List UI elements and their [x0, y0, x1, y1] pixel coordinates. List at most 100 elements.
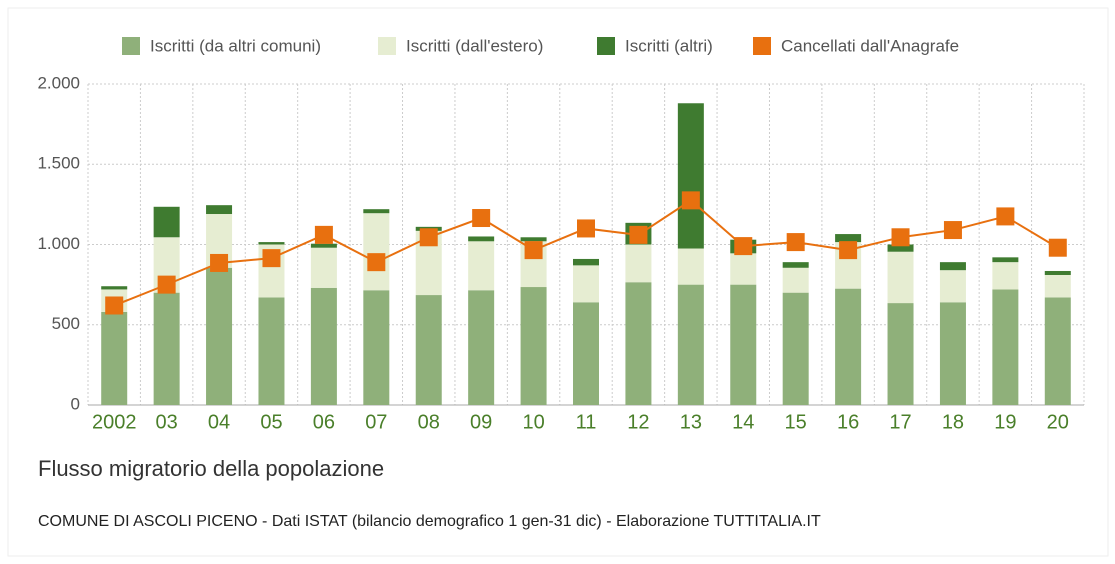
- bar-segment: [310, 243, 337, 248]
- y-tick-label: 1.000: [37, 234, 80, 253]
- bar-segment: [625, 244, 652, 283]
- line-marker: [157, 275, 176, 294]
- bar-segment: [782, 262, 809, 268]
- bar-segment: [415, 295, 442, 405]
- bar-segment: [992, 289, 1019, 405]
- x-tick-label: 17: [889, 411, 911, 433]
- line-marker: [1048, 238, 1067, 257]
- line-marker: [629, 225, 648, 244]
- bar-segment: [468, 236, 495, 242]
- x-tick-label: 06: [313, 411, 335, 433]
- bar-segment: [101, 286, 128, 290]
- x-tick-label: 18: [942, 411, 964, 433]
- y-tick-label: 1.500: [37, 154, 80, 173]
- bar-segment: [1044, 274, 1071, 298]
- line-marker: [839, 241, 858, 260]
- bar-segment: [835, 288, 862, 405]
- legend-label: Iscritti (altri): [625, 36, 713, 55]
- bar-segment: [258, 297, 285, 405]
- line-marker: [472, 209, 491, 228]
- bar-segment: [1044, 270, 1071, 275]
- bar-segment: [939, 270, 966, 303]
- x-tick-label: 04: [208, 411, 230, 433]
- x-tick-label: 13: [680, 411, 702, 433]
- bar-segment: [730, 284, 757, 405]
- chart-title: Flusso migratorio della popolazione: [38, 456, 384, 481]
- x-tick-label: 07: [365, 411, 387, 433]
- bar-segment: [153, 292, 180, 405]
- bar-segment: [782, 292, 809, 405]
- bar-segment: [992, 262, 1019, 290]
- bar-segment: [468, 290, 495, 405]
- legend-swatch: [122, 37, 140, 55]
- bar-segment: [887, 303, 914, 405]
- x-tick-label: 12: [627, 411, 649, 433]
- x-tick-label: 2002: [92, 411, 137, 433]
- line-marker: [681, 191, 700, 210]
- bar-segment: [887, 244, 914, 252]
- line-marker: [367, 253, 386, 272]
- line-marker: [577, 219, 595, 238]
- bar-segment: [310, 287, 337, 405]
- bar-segment: [887, 251, 914, 304]
- line-marker: [943, 221, 962, 240]
- x-tick-label: 14: [732, 411, 754, 433]
- frame: [7, 7, 1109, 557]
- y-tick-label: 0: [71, 394, 80, 413]
- chart-subtitle: COMUNE DI ASCOLI PICENO - Dati ISTAT (bi…: [38, 513, 821, 530]
- line-marker: [996, 207, 1015, 226]
- y-tick-label: 2.000: [37, 73, 80, 92]
- legend-label: Cancellati dall'Anagrafe: [781, 36, 959, 55]
- x-tick-label: 16: [837, 411, 859, 433]
- bar-segment: [730, 253, 757, 285]
- bar-segment: [677, 103, 704, 249]
- bar-segment: [363, 290, 390, 405]
- line-marker: [524, 241, 543, 260]
- bar-segment: [992, 257, 1019, 263]
- legend-swatch: [753, 37, 771, 55]
- bar-segment: [310, 247, 337, 288]
- bar-segment: [363, 209, 390, 214]
- line-marker: [891, 228, 910, 247]
- x-tick-label: 08: [418, 411, 440, 433]
- bar-segment: [835, 234, 862, 243]
- bar-segment: [1044, 297, 1071, 405]
- bar-segment: [939, 302, 966, 405]
- bar-segment: [520, 287, 547, 405]
- bar-segment: [939, 262, 966, 271]
- x-tick-label: 10: [522, 411, 544, 433]
- y-tick-label: 500: [52, 314, 80, 333]
- x-tick-label: 20: [1047, 411, 1069, 433]
- bar-segment: [677, 284, 704, 405]
- bar-segment: [625, 282, 652, 405]
- x-tick-label: 11: [576, 411, 597, 433]
- line-marker: [262, 249, 281, 268]
- legend-label: Iscritti (da altri comuni): [150, 36, 321, 55]
- line-marker: [786, 233, 805, 252]
- x-tick-label: 19: [994, 411, 1016, 433]
- legend-swatch: [378, 37, 396, 55]
- legend-label: Iscritti (dall'estero): [406, 36, 543, 55]
- x-tick-label: 03: [156, 411, 178, 433]
- bar-segment: [573, 258, 599, 266]
- x-tick-label: 09: [470, 411, 492, 433]
- bar-segment: [573, 302, 599, 405]
- bar-segment: [677, 248, 704, 285]
- bar-segment: [101, 311, 128, 405]
- line-marker: [105, 296, 124, 315]
- line-marker: [419, 228, 438, 247]
- bar-segment: [468, 241, 495, 291]
- bar-segment: [206, 267, 233, 405]
- line-marker: [210, 253, 229, 272]
- line-marker: [734, 237, 753, 256]
- x-tick-label: 05: [260, 411, 282, 433]
- bar-segment: [258, 242, 285, 245]
- bar-segment: [573, 265, 599, 303]
- x-tick-label: 15: [785, 411, 807, 433]
- bar-segment: [782, 267, 809, 293]
- bar-segment: [363, 213, 390, 291]
- bar-segment: [520, 237, 547, 242]
- line-marker: [314, 225, 333, 244]
- legend-swatch: [597, 37, 615, 55]
